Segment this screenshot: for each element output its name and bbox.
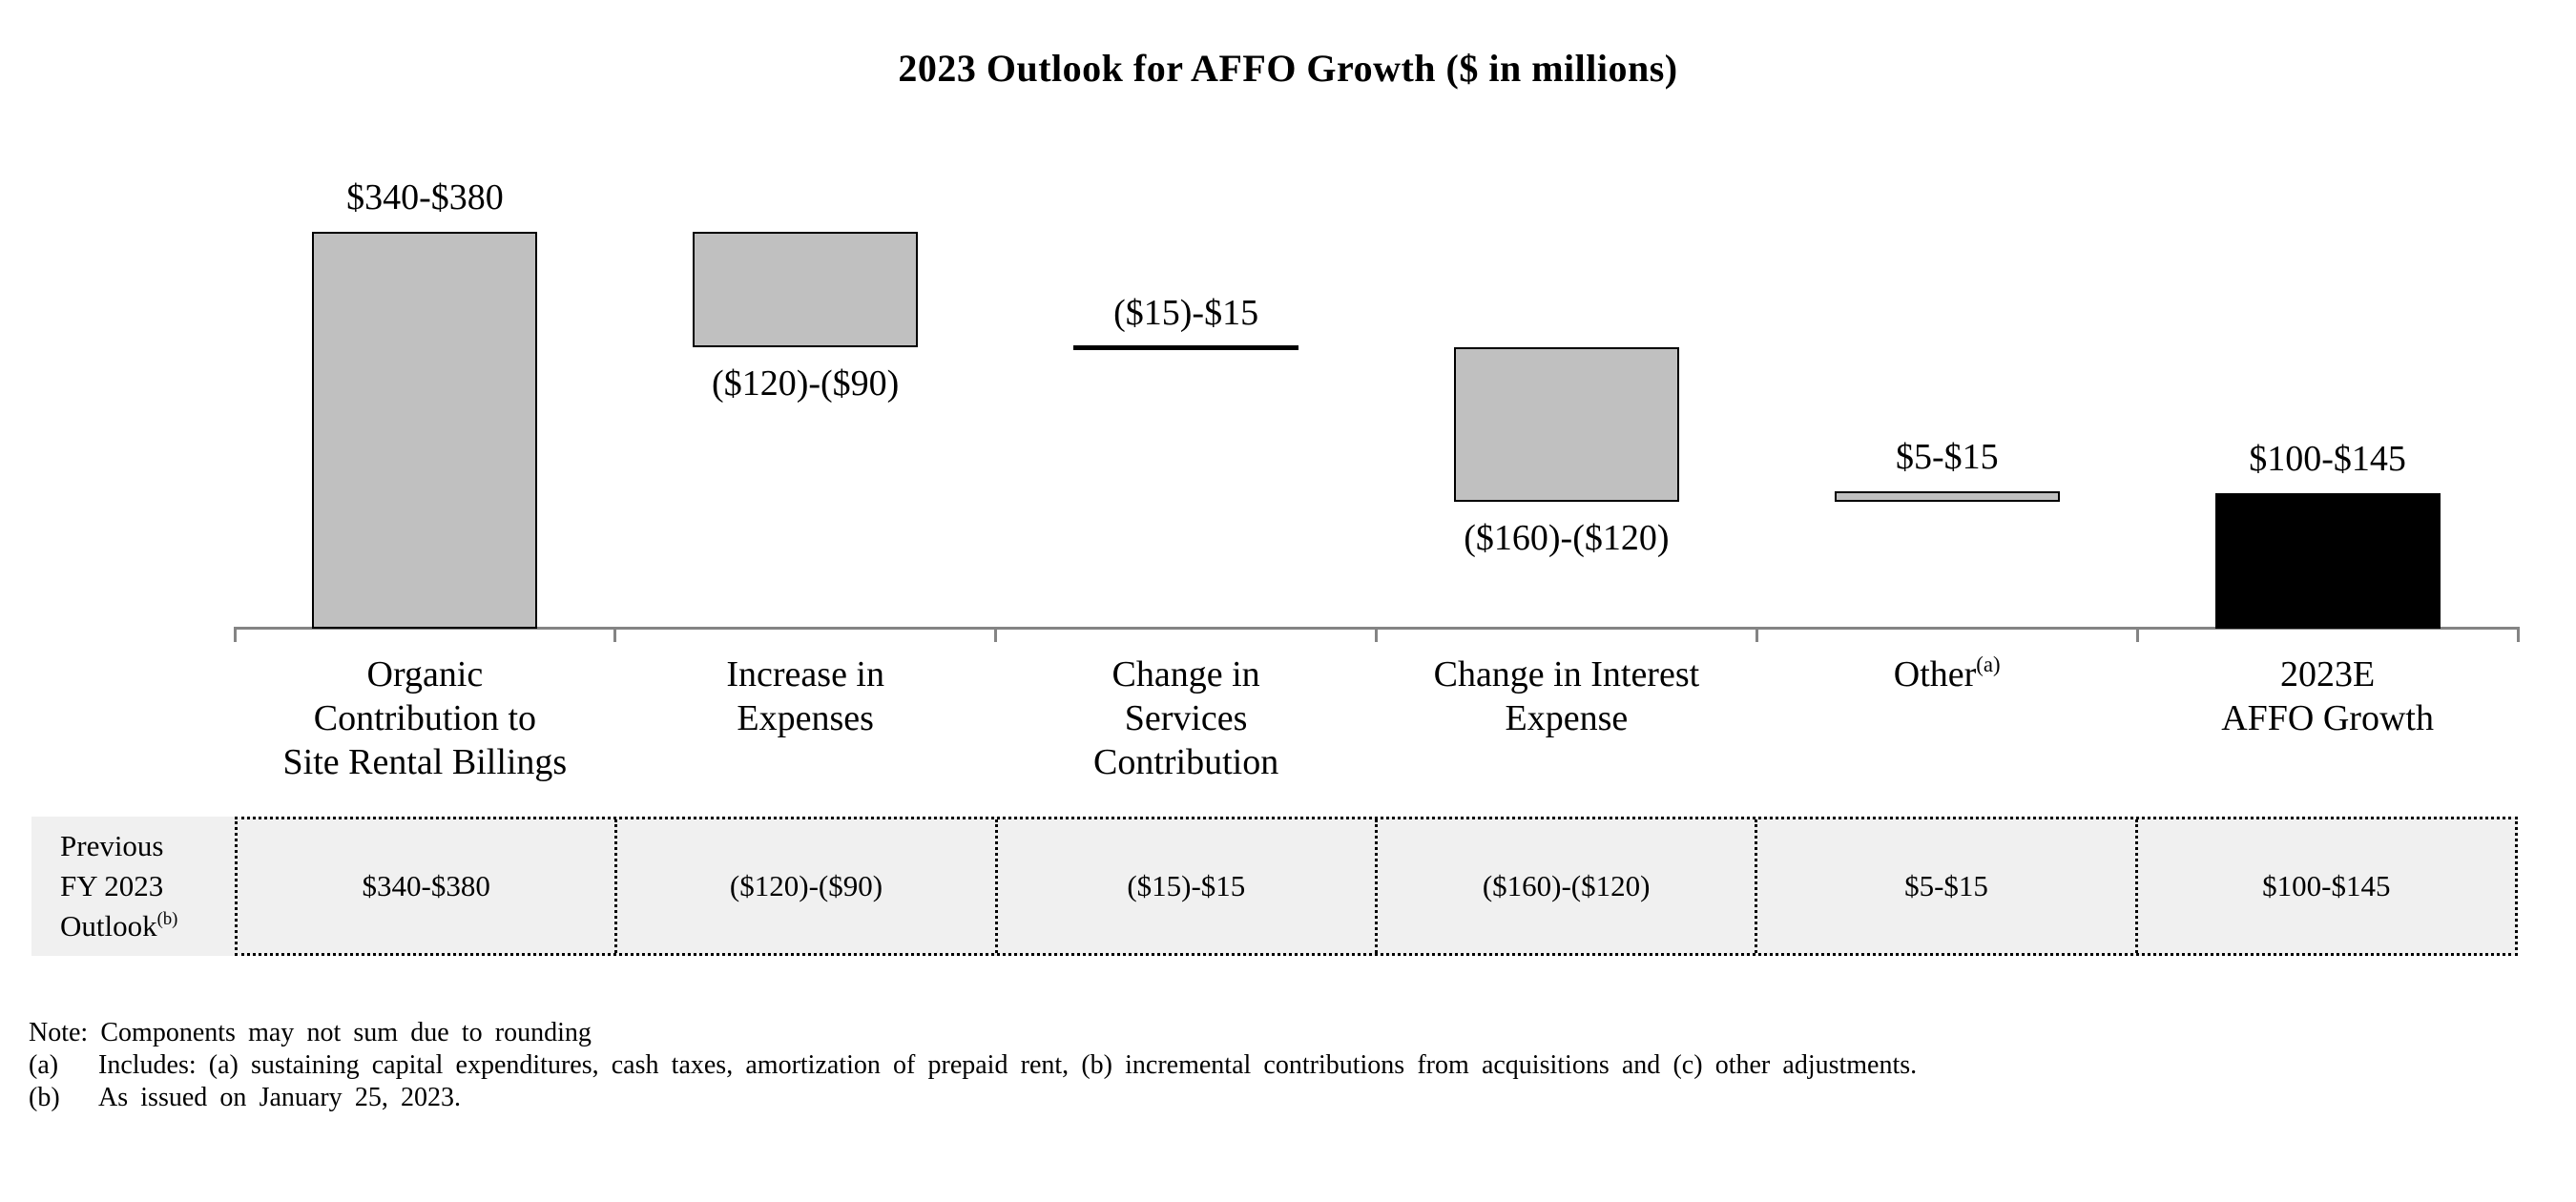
outlook-table-cell-increase-in-expenses: ($120)-($90) bbox=[614, 819, 994, 953]
value-label-increase-in-expenses: ($120)-($90) bbox=[712, 363, 900, 404]
category-label-change-in-interest-expense: Change in Interest Expense bbox=[1433, 654, 1700, 738]
table-row-label-line3: Outlook(b) bbox=[60, 908, 178, 943]
category-label-change-in-services-contribution: Change in Services Contribution bbox=[1092, 654, 1279, 782]
table-row-label: Previous FY 2023 Outlook(b) bbox=[31, 817, 235, 956]
x-axis-tick bbox=[994, 627, 998, 642]
footnote-ref-b: (b) bbox=[156, 908, 178, 929]
bar-change-in-interest-expense bbox=[1453, 347, 1679, 502]
footnote-note: Note: Components may not sum due to roun… bbox=[29, 1018, 592, 1047]
outlook-table-cell-organic-contribution-to-site-rental-billings: $340-$380 bbox=[362, 869, 490, 902]
footnote-b: (b) As issued on January 25, 2023. bbox=[29, 1082, 1917, 1114]
footnote-a: (a) Includes: (a) sustaining capital exp… bbox=[29, 1049, 1917, 1082]
bar-other bbox=[1834, 490, 2060, 503]
bar-2023e-affo-growth bbox=[2214, 493, 2441, 629]
bar-change-in-services-contribution bbox=[1073, 344, 1299, 350]
footnote-a-text: Includes: (a) sustaining capital expendi… bbox=[98, 1050, 1918, 1080]
value-label-2023e-affo-growth: $100-$145 bbox=[2249, 439, 2406, 480]
bar-organic-contribution-to-site-rental-billings bbox=[312, 231, 538, 629]
x-axis-tick bbox=[1755, 627, 1758, 642]
value-label-other: $5-$15 bbox=[1895, 436, 1999, 477]
outlook-table-cell-2023e-affo-growth: $100-$145 bbox=[2134, 819, 2515, 953]
footnote-b-marker: (b) bbox=[29, 1083, 60, 1112]
category-label-2023e-affo-growth: 2023E AFFO Growth bbox=[2221, 654, 2434, 738]
footnote-b-text: As issued on January 25, 2023. bbox=[98, 1083, 461, 1112]
category-label-organic-contribution-to-site-rental-billings: Organic Contribution to Site Rental Billin… bbox=[282, 654, 568, 782]
footnotes: Note: Components may not sum due to roun… bbox=[29, 1017, 1917, 1114]
x-axis-tick bbox=[1375, 627, 1378, 642]
x-axis-tick bbox=[2516, 627, 2520, 642]
category-label-increase-in-expenses: Increase in Expenses bbox=[726, 654, 884, 738]
x-axis-tick bbox=[2135, 627, 2139, 642]
value-label-change-in-services-contribution: ($15)-$15 bbox=[1113, 293, 1259, 334]
outlook-table-row: $340-$380 ($120)-($90) ($15)-$15 ($160)-($1… bbox=[235, 817, 2518, 956]
x-axis-tick bbox=[613, 627, 617, 642]
category-label-other: Other(a) bbox=[1893, 653, 2001, 694]
value-label-organic-contribution-to-site-rental-billings: $340-$380 bbox=[346, 176, 504, 218]
table-row-label-line2: FY 2023 bbox=[60, 869, 164, 902]
footnote-ref-a: (a) bbox=[1976, 653, 2001, 677]
bar-increase-in-expenses bbox=[693, 231, 919, 348]
x-axis-tick bbox=[233, 627, 237, 642]
table-row-label-line1: Previous bbox=[60, 829, 164, 862]
outlook-table-cell-change-in-interest-expense: ($160)-($120) bbox=[1374, 819, 1755, 953]
footnote-a-marker: (a) bbox=[29, 1050, 59, 1080]
value-label-change-in-interest-expense: ($160)-($120) bbox=[1464, 518, 1670, 559]
outlook-table-cell-other: $5-$15 bbox=[1755, 819, 2134, 953]
chart-title: 2023 Outlook for AFFO Growth ($ in milli… bbox=[898, 47, 1678, 90]
outlook-table-cell-change-in-services-contribution: ($15)-$15 bbox=[994, 819, 1375, 953]
